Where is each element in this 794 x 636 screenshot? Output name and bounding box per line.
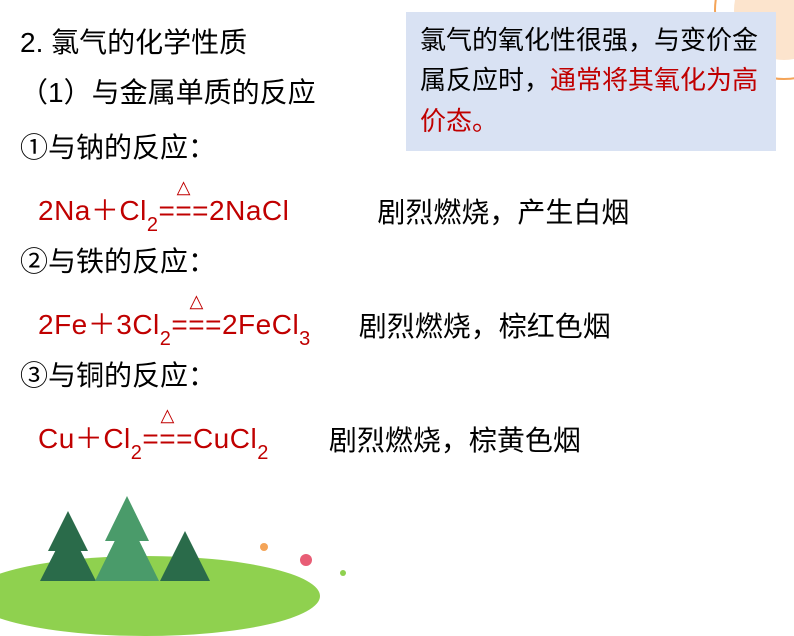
subscript: 2 [131, 442, 143, 464]
plus-sign: ＋ [75, 424, 104, 455]
eq-part: 2FeCl [222, 309, 299, 340]
reaction-1-desc: 剧烈燃烧，产生白烟 [377, 191, 629, 231]
eq-part: 2NaCl [209, 195, 289, 226]
tree-icon [48, 511, 88, 551]
eq-bars: === [158, 195, 209, 226]
eq-part: 2Na [38, 195, 91, 226]
eq-bars: === [171, 309, 222, 340]
heat-triangle-icon: △ [177, 177, 191, 198]
subscript: 2 [147, 214, 159, 236]
reaction-3-equation: Cu＋Cl2△===CuCl2 [38, 417, 269, 461]
reaction-2-equation: 2Fe＋3Cl2△===2FeCl3 [38, 303, 311, 347]
reaction-2-label: ②与铁的反应： [20, 237, 774, 287]
equals-sign: △=== [158, 195, 209, 227]
plus-sign: ＋ [91, 196, 120, 227]
heat-triangle-icon: △ [161, 405, 175, 426]
note-box: 氯气的氧化性很强，与变价金属反应时，通常将其氧化为高价态。 [406, 12, 776, 151]
bottom-decoration [0, 476, 794, 596]
eq-part: Cl [119, 195, 146, 226]
reaction-3-row: Cu＋Cl2△===CuCl2 剧烈燃烧，棕黄色烟 [20, 417, 774, 461]
heat-triangle-icon: △ [190, 291, 204, 312]
reaction-3-desc: 剧烈燃烧，棕黄色烟 [329, 419, 581, 459]
eq-bars: === [142, 423, 193, 454]
subscript: 2 [257, 442, 269, 464]
dot-icon [300, 554, 312, 566]
equals-sign: △=== [171, 309, 222, 341]
reaction-3-label: ③与铜的反应： [20, 351, 774, 401]
eq-part: CuCl [193, 423, 257, 454]
reaction-2-desc: 剧烈燃烧，棕红色烟 [359, 305, 611, 345]
subscript: 2 [160, 328, 172, 350]
plus-sign: ＋ [88, 310, 117, 341]
dot-icon [260, 543, 268, 551]
eq-part: Cu [38, 423, 75, 454]
tree-icon [105, 496, 149, 541]
reaction-2-row: 2Fe＋3Cl2△===2FeCl3 剧烈燃烧，棕红色烟 [20, 303, 774, 347]
reaction-1-row: 2Na＋Cl2△===2NaCl 剧烈燃烧，产生白烟 [20, 189, 774, 233]
subscript: 3 [299, 328, 311, 350]
slide-content: 氯气的氧化性很强，与变价金属反应时，通常将其氧化为高价态。 2. 氯气的化学性质… [0, 0, 794, 481]
tree-icon [160, 531, 210, 581]
eq-part: 2Fe [38, 309, 88, 340]
eq-part: Cl [103, 423, 130, 454]
dot-icon [340, 570, 346, 576]
eq-part: 3Cl [116, 309, 160, 340]
reaction-1-equation: 2Na＋Cl2△===2NaCl [38, 189, 289, 233]
equals-sign: △=== [142, 423, 193, 455]
